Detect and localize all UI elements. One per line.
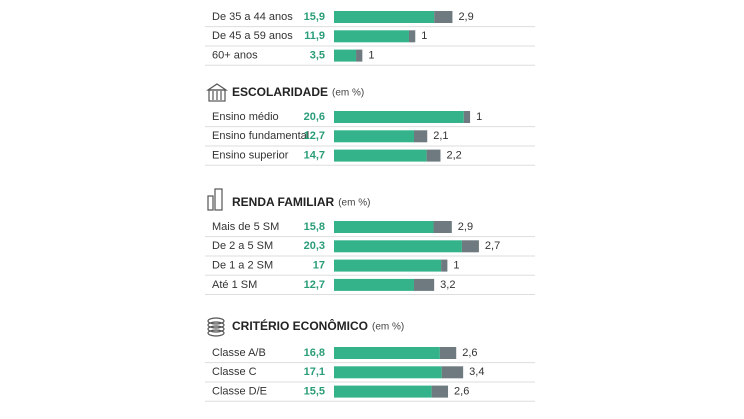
section-subtitle: (em %) <box>372 322 404 333</box>
category-label: Classe C <box>212 366 257 378</box>
value-label: 15,5 <box>304 386 325 398</box>
bar-segment <box>334 221 434 233</box>
category-label: Ensino fundamental <box>212 130 309 142</box>
bar-segment <box>414 130 427 142</box>
value-label: 12,7 <box>304 279 325 291</box>
bar-segment <box>334 366 442 378</box>
bar-segment <box>334 279 414 291</box>
value-label: 2,6 <box>462 347 477 359</box>
value-label: 3,2 <box>440 279 455 291</box>
bar-segment <box>462 240 479 252</box>
bar-segment <box>356 50 362 62</box>
bar-segment <box>334 347 440 359</box>
value-label: 2,9 <box>458 221 473 233</box>
bar-segment <box>434 11 452 23</box>
bar-segment <box>334 130 414 142</box>
value-label: 20,3 <box>304 240 325 252</box>
bar-segment <box>442 366 463 378</box>
value-label: 1 <box>421 30 427 42</box>
category-label: Classe A/B <box>212 347 266 359</box>
value-label: 20,6 <box>304 111 325 123</box>
category-label: Classe D/E <box>212 386 267 398</box>
value-label: 14,7 <box>304 150 325 162</box>
bar-segment <box>334 240 462 252</box>
value-label: 12,7 <box>304 130 325 142</box>
section-subtitle: (em %) <box>338 198 370 209</box>
bar-segment <box>432 386 448 398</box>
category-label: De 1 a 2 SM <box>212 260 273 272</box>
bar-segment <box>334 11 434 23</box>
value-label: 2,9 <box>458 11 473 23</box>
value-label: 11,9 <box>304 30 325 42</box>
category-label: De 2 a 5 SM <box>212 240 273 252</box>
bar-segment <box>334 111 464 123</box>
bar-segment <box>414 279 434 291</box>
category-label: De 45 a 59 anos <box>212 30 293 42</box>
value-label: 17 <box>313 260 325 272</box>
bar-segment <box>334 386 432 398</box>
value-label: 3,4 <box>469 366 484 378</box>
value-label: 2,2 <box>446 150 461 162</box>
value-label: 2,6 <box>454 386 469 398</box>
bar-segment <box>441 260 447 272</box>
category-label: 60+ anos <box>212 50 258 62</box>
value-label: 17,1 <box>304 366 325 378</box>
value-label: 1 <box>476 111 482 123</box>
bar-segment <box>334 150 427 162</box>
value-label: 15,8 <box>304 221 325 233</box>
value-label: 1 <box>368 50 374 62</box>
category-label: De 35 a 44 anos <box>212 11 293 23</box>
category-label: Ensino médio <box>212 111 279 123</box>
category-label: Ensino superior <box>212 150 289 162</box>
value-label: 15,9 <box>304 11 325 23</box>
bar-segment <box>334 260 441 272</box>
value-label: 3,5 <box>310 50 325 62</box>
section-title: CRITÉRIO ECONÔMICO <box>232 318 368 333</box>
value-label: 16,8 <box>304 347 325 359</box>
bar-segment <box>334 50 356 62</box>
value-label: 2,7 <box>485 240 500 252</box>
bar-segment <box>409 30 415 42</box>
value-label: 1 <box>453 260 459 272</box>
bar-segment <box>427 150 441 162</box>
bar-segment <box>334 30 409 42</box>
section-title: RENDA FAMILIAR <box>232 195 335 209</box>
bar-segment <box>464 111 470 123</box>
section-subtitle: (em %) <box>332 88 364 99</box>
section-title: ESCOLARIDADE <box>232 85 328 99</box>
bar-segment <box>440 347 456 359</box>
bar-segment <box>434 221 452 233</box>
category-label: Até 1 SM <box>212 279 257 291</box>
value-label: 2,1 <box>433 130 448 142</box>
category-label: Mais de 5 SM <box>212 221 279 233</box>
